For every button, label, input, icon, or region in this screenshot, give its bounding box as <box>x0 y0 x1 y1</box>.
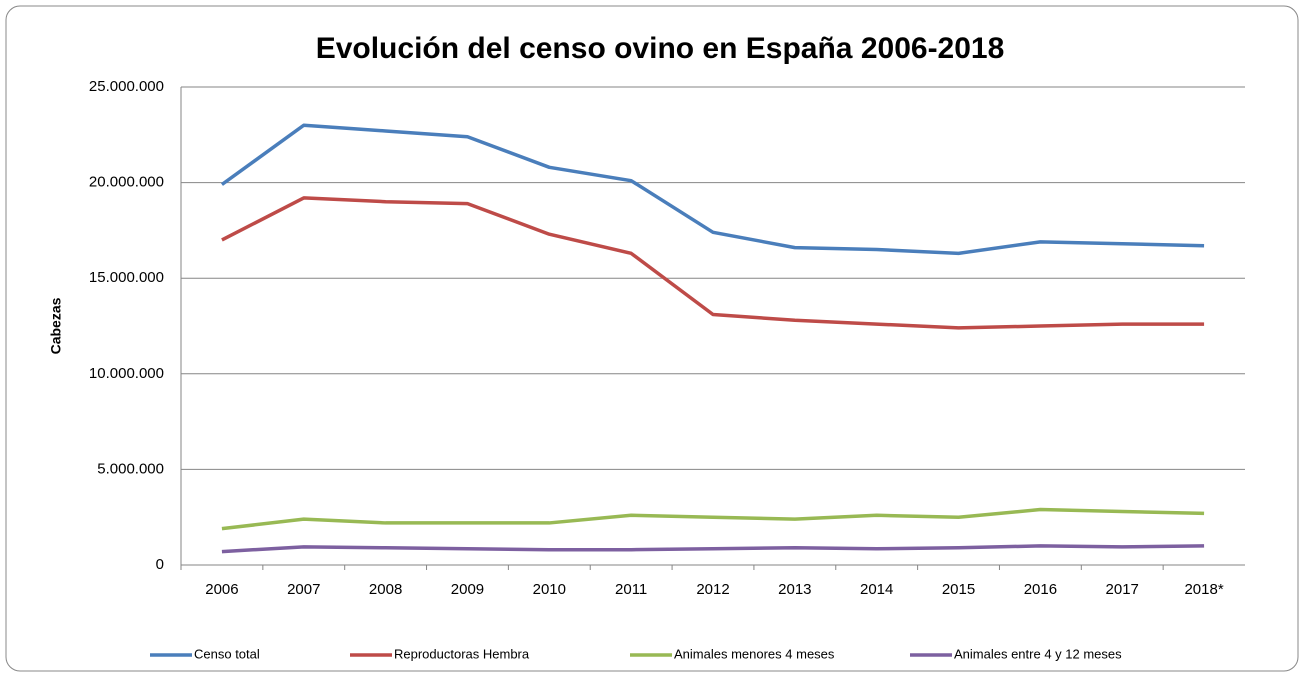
x-tick-label: 2006 <box>205 581 238 598</box>
series-line <box>220 123 1205 256</box>
legend-label: Censo total <box>194 646 260 661</box>
x-tick-label: 2010 <box>533 581 566 598</box>
x-tick-label: 2017 <box>1106 581 1139 598</box>
y-axis-label: Cabezas <box>48 297 64 354</box>
legend-label: Reproductoras Hembra <box>394 646 530 661</box>
chart-title: Evolución del censo ovino en España 2006… <box>316 32 1005 65</box>
legend-label: Animales menores 4 meses <box>674 646 835 661</box>
x-tick-label: 2012 <box>696 581 729 598</box>
y-tick-label: 5.000.000 <box>97 460 164 477</box>
x-tick-label: 2014 <box>860 581 893 598</box>
x-tick-label: 2013 <box>778 581 811 598</box>
y-tick-label: 20.000.000 <box>89 174 164 191</box>
y-tick-label: 0 <box>156 556 164 573</box>
x-tick-label: 2016 <box>1024 581 1057 598</box>
series-line <box>221 507 1205 531</box>
x-tick-label: 2011 <box>615 581 647 598</box>
x-tick-label: 2018* <box>1184 581 1223 598</box>
y-tick-label: 10.000.000 <box>89 365 164 382</box>
y-tick-label: 15.000.000 <box>89 269 164 286</box>
series-line <box>221 544 1205 554</box>
x-tick-label: 2015 <box>942 581 975 598</box>
y-tick-label: 25.000.000 <box>89 78 164 95</box>
series-line <box>221 196 1205 330</box>
x-tick-label: 2007 <box>287 581 320 598</box>
x-tick-label: 2008 <box>369 581 402 598</box>
legend-label: Animales entre 4 y 12 meses <box>954 646 1122 661</box>
chart-frame <box>5 5 1299 672</box>
x-tick-label: 2009 <box>451 581 484 598</box>
